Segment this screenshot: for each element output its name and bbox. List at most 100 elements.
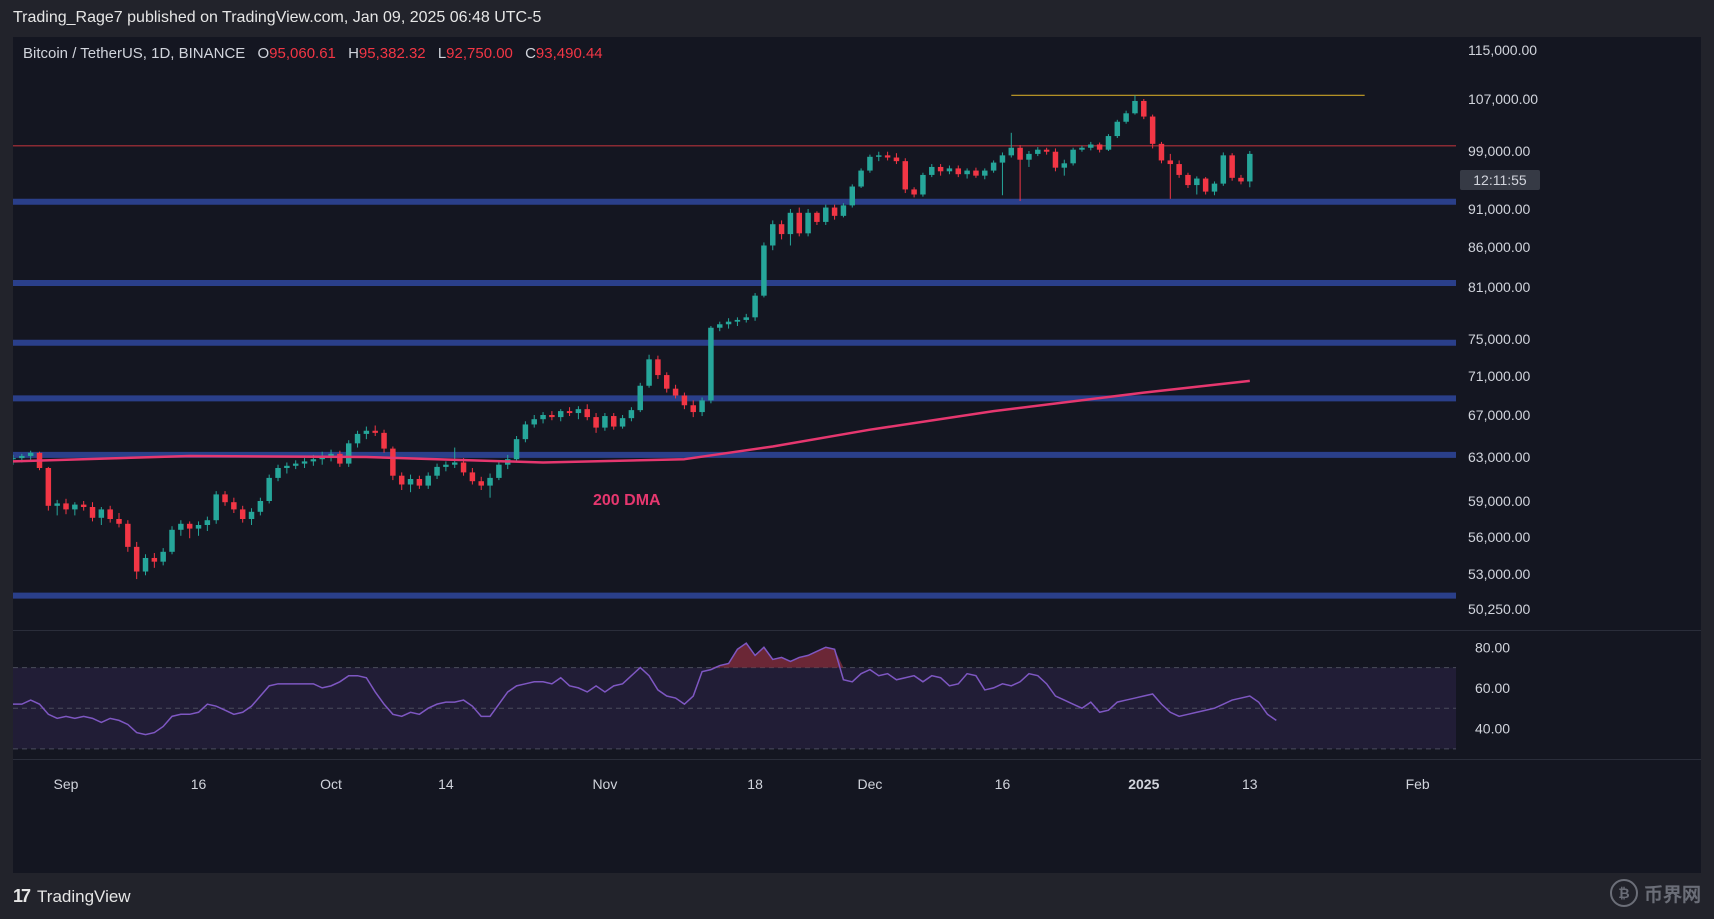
candle <box>80 501 87 511</box>
candle-body <box>451 462 458 465</box>
candle <box>999 152 1006 196</box>
time-tick-label: Nov <box>592 776 617 792</box>
candle <box>239 505 246 523</box>
candle-body <box>1158 143 1165 161</box>
candle <box>1061 159 1068 176</box>
candle <box>513 436 520 463</box>
candle <box>116 513 122 528</box>
candle-body <box>593 417 599 428</box>
candle-body <box>1211 183 1218 192</box>
candle <box>275 464 281 482</box>
candle-body <box>328 453 334 456</box>
candle <box>284 462 290 474</box>
candle <box>805 209 811 237</box>
candle <box>133 541 140 580</box>
time-tick-label: 13 <box>1242 776 1258 792</box>
watermark-text: 币界网 <box>1643 884 1701 906</box>
candle <box>893 153 900 165</box>
candle-body <box>231 502 237 510</box>
candle-body <box>725 321 732 325</box>
candle <box>89 502 96 522</box>
candle <box>778 220 785 240</box>
candle-body <box>1096 144 1103 150</box>
candle <box>1079 145 1085 152</box>
candle-body <box>1070 149 1076 164</box>
chart-panel[interactable]: 200 DMA 115,000.00 107,000.00 99,000.00 91,0… <box>13 37 1701 873</box>
candle-body <box>63 503 69 510</box>
candle-body <box>204 520 211 525</box>
candle-body <box>213 494 219 521</box>
candle <box>63 498 69 515</box>
candle-body <box>876 155 882 157</box>
candle <box>708 326 714 404</box>
candle-body <box>72 504 78 510</box>
candle <box>1149 114 1156 149</box>
candle <box>1070 147 1076 166</box>
candle <box>1229 153 1235 181</box>
candle-body <box>920 174 926 195</box>
time-tick-label: Feb <box>1406 776 1430 792</box>
time-tick-label: 2025 <box>1128 776 1159 792</box>
candle-body <box>929 166 935 175</box>
candle-body <box>178 523 184 530</box>
candle <box>1132 95 1138 115</box>
candle <box>1105 134 1112 151</box>
candle-body <box>19 455 25 459</box>
candle-body <box>354 433 361 444</box>
candle <box>610 413 617 430</box>
candle <box>982 168 988 180</box>
tradingview-logo[interactable]: 17 TradingView <box>13 886 131 907</box>
candle-body <box>522 424 529 440</box>
candle <box>398 472 405 490</box>
candle-body <box>1114 121 1121 137</box>
candle <box>831 204 838 220</box>
candle <box>381 429 387 453</box>
candle-body <box>13 458 16 460</box>
candle-body <box>222 494 228 503</box>
close-label: C <box>525 45 536 62</box>
footer: 17 TradingView ₿ 币界网 <box>13 873 1701 919</box>
candles <box>13 95 1253 580</box>
time-tick-label: 14 <box>438 776 454 792</box>
candle <box>1008 132 1015 158</box>
candle <box>231 497 237 513</box>
time-tick-label: Dec <box>857 776 882 792</box>
candle-body <box>982 170 988 176</box>
candle-body <box>372 430 378 433</box>
candle <box>566 407 573 417</box>
candle <box>178 520 184 536</box>
candle <box>425 472 431 489</box>
price-tick-label: 59,000.00 <box>1468 493 1530 509</box>
low-value: 92,750.00 <box>446 45 513 62</box>
candle <box>169 526 175 555</box>
candle-body <box>566 411 573 414</box>
price-tick-label: 56,000.00 <box>1468 529 1530 545</box>
price-tick-label: 81,000.00 <box>1468 279 1530 295</box>
candle <box>575 406 582 420</box>
candle-body <box>743 317 749 320</box>
candle-body <box>1043 149 1050 152</box>
candle <box>142 554 149 576</box>
candle <box>681 392 688 410</box>
candle <box>1088 141 1094 151</box>
candle-body <box>805 212 811 234</box>
price-tick-label: 107,000.00 <box>1468 91 1538 107</box>
candle-body <box>584 409 590 418</box>
candle <box>602 413 608 431</box>
candle-body <box>990 162 997 171</box>
price-tick-label: 50,250.00 <box>1468 601 1530 617</box>
candle-body <box>699 400 705 413</box>
candle-body <box>973 170 979 176</box>
candle-body <box>186 523 193 529</box>
candle-body <box>133 546 140 572</box>
candle-body <box>443 464 449 467</box>
candle <box>292 460 299 470</box>
price-chart[interactable]: 200 DMA 115,000.00 107,000.00 99,000.00 91,0… <box>13 37 1701 873</box>
candle-body <box>257 501 264 512</box>
candle-body <box>487 477 493 486</box>
candle <box>593 413 599 433</box>
candle-body <box>301 461 308 464</box>
candle-body <box>770 224 776 246</box>
candle <box>363 426 370 440</box>
candle <box>752 293 758 321</box>
